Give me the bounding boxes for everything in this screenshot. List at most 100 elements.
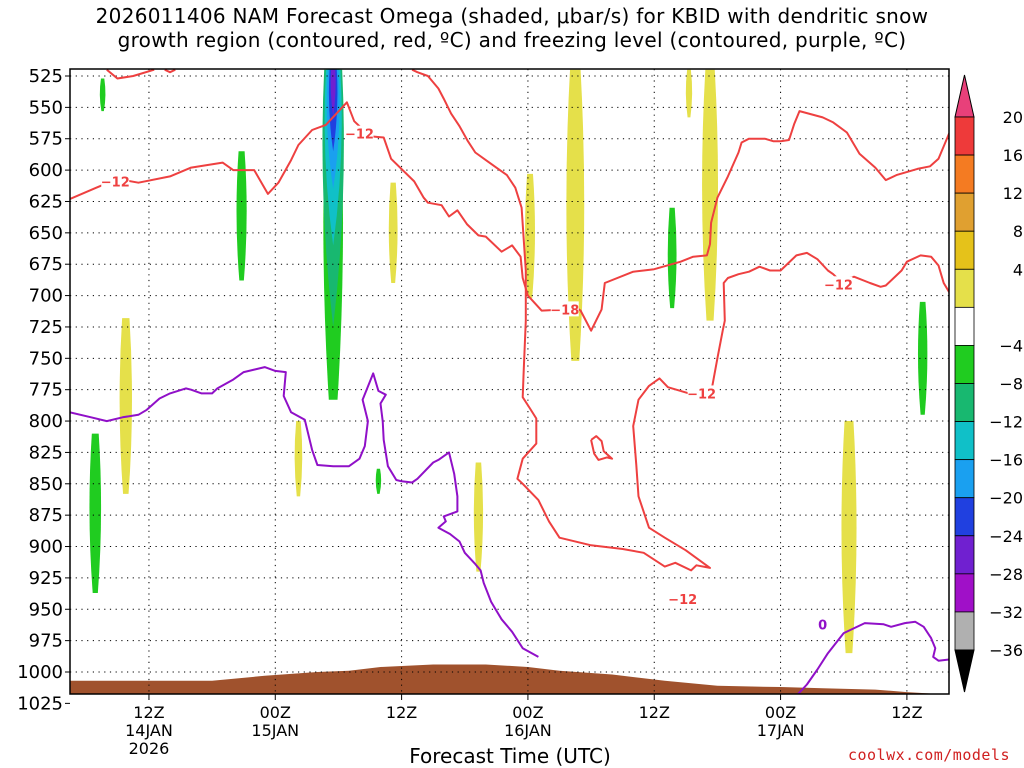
dendritic-contour-1 bbox=[411, 69, 711, 572]
x-tick-label-0-1: 14JAN bbox=[125, 721, 173, 740]
plot-frame bbox=[69, 68, 950, 695]
contour-label-bg-2 bbox=[550, 301, 579, 317]
y-tick-label-900: 900 bbox=[29, 537, 63, 558]
y-tick-label-975: 975 bbox=[29, 631, 63, 652]
chart-title: 2026011406 NAM Forecast Omega (shaded, μ… bbox=[0, 4, 1024, 52]
chart-title-line1: 2026011406 NAM Forecast Omega (shaded, μ… bbox=[95, 4, 929, 28]
colorbar-label-6: −8 bbox=[999, 375, 1023, 394]
colorbar-segment-2 bbox=[954, 192, 975, 232]
colorbar-label-5: −4 bbox=[999, 336, 1023, 355]
y-tick-label-800: 800 bbox=[29, 411, 63, 432]
omega-core-layer-4 bbox=[330, 69, 336, 117]
x-tick-label-1-0: 00Z bbox=[260, 703, 291, 722]
y-tick-label-525: 525 bbox=[29, 66, 63, 87]
y-tick-label-775: 775 bbox=[29, 380, 63, 401]
x-axis-label: Forecast Time (UTC) bbox=[409, 744, 611, 768]
ground-terrain bbox=[70, 664, 949, 694]
omega-region-0 bbox=[99, 78, 106, 112]
contour-label-3: −12 bbox=[687, 387, 716, 402]
colorbar-segment-3 bbox=[954, 230, 975, 270]
contour-label-bg-4 bbox=[668, 591, 697, 607]
x-tick-label-5-1: 17JAN bbox=[757, 721, 805, 740]
contour-label-2: −18 bbox=[550, 303, 579, 318]
y-tick-label-575: 575 bbox=[29, 129, 63, 150]
x-tick-label-0-0: 12Z bbox=[133, 703, 164, 722]
colorbar-segment-9 bbox=[954, 459, 975, 499]
colorbar-label-13: −36 bbox=[989, 641, 1023, 660]
y-tick-label-875: 875 bbox=[29, 505, 63, 526]
colorbar-segment-0 bbox=[954, 116, 975, 156]
y-tick-label-1025: 1025 bbox=[17, 693, 63, 714]
omega-region-7 bbox=[375, 468, 382, 494]
x-tick-label-0-2: 2026 bbox=[129, 739, 170, 758]
omega-region-4 bbox=[294, 421, 303, 497]
contour-label-0: −12 bbox=[101, 175, 130, 190]
x-tick-label-3-0: 00Z bbox=[512, 703, 543, 722]
colorbar-label-12: −32 bbox=[989, 603, 1023, 622]
dendritic-contour-3 bbox=[590, 435, 614, 461]
colorbar-top-arrow bbox=[954, 74, 975, 118]
y-tick-label-675: 675 bbox=[29, 254, 63, 275]
dendritic-contour-4 bbox=[106, 69, 155, 80]
omega-region-15 bbox=[917, 301, 928, 415]
omega-region-12 bbox=[685, 69, 693, 118]
colorbar-label-7: −12 bbox=[989, 413, 1023, 432]
omega-region-3 bbox=[236, 151, 247, 281]
contour-label-4: −12 bbox=[668, 593, 697, 608]
omega-region-13 bbox=[702, 69, 719, 321]
freezing-contour-1 bbox=[796, 620, 949, 694]
colorbar-label-10: −24 bbox=[989, 527, 1023, 546]
contour-label-layer: −12 −12 −18 −12 −12 −12 0 bbox=[101, 125, 853, 633]
dendritic-contour-5 bbox=[164, 69, 176, 74]
x-tick-label-5-0: 00Z bbox=[765, 703, 796, 722]
y-tick-label-725: 725 bbox=[29, 317, 63, 338]
omega-shading-layer bbox=[89, 69, 928, 654]
omega-region-6 bbox=[388, 182, 398, 284]
x-tick-label-4-0: 12Z bbox=[639, 703, 670, 722]
colorbar-label-8: −16 bbox=[989, 451, 1023, 470]
colorbar-segment-8 bbox=[954, 421, 975, 461]
colorbar-label-9: −20 bbox=[989, 489, 1023, 508]
x-tick-label-3-1: 16JAN bbox=[504, 721, 552, 740]
colorbar-segment-7 bbox=[954, 383, 975, 422]
dendritic-contour-2 bbox=[680, 251, 949, 396]
omega-region-2 bbox=[119, 318, 132, 494]
freezing-contour-0 bbox=[70, 366, 539, 658]
credit-link[interactable]: coolwx.com/models bbox=[847, 746, 1010, 764]
grid-layer bbox=[70, 69, 949, 694]
contour-label-1: −12 bbox=[345, 128, 374, 143]
y-axis: 525 550 575 600 625 650 675 700 725 750 775 800 825 8… bbox=[17, 66, 70, 714]
y-tick-label-950: 950 bbox=[29, 599, 63, 620]
colorbar-segment-6 bbox=[954, 345, 975, 384]
omega-region-1 bbox=[89, 433, 102, 593]
y-tick-label-850: 850 bbox=[29, 474, 63, 495]
x-tick-label-1-1: 15JAN bbox=[251, 721, 299, 740]
colorbar-segment-13 bbox=[954, 611, 975, 651]
contour-label-bg-6 bbox=[816, 616, 829, 632]
y-tick-label-750: 750 bbox=[29, 348, 63, 369]
contour-layer bbox=[70, 69, 949, 694]
omega-region-8 bbox=[473, 462, 484, 572]
colorbar-segment-4 bbox=[954, 268, 975, 308]
colorbar-label-4: 4 bbox=[1013, 260, 1023, 279]
x-tick-label-6-0: 12Z bbox=[891, 703, 922, 722]
colorbar: 20 16 12 8 4 −4 −8 −12 −16 −20 −24 −28 −32 −36 bbox=[954, 74, 1023, 693]
y-tick-label-625: 625 bbox=[29, 191, 63, 212]
contour-label-bg-5 bbox=[824, 276, 853, 292]
y-tick-label-550: 550 bbox=[29, 97, 63, 118]
colorbar-label-11: −28 bbox=[989, 565, 1023, 584]
omega-region-9 bbox=[525, 173, 536, 299]
omega-region-11 bbox=[667, 207, 677, 309]
y-tick-label-825: 825 bbox=[29, 442, 63, 463]
colorbar-segment-1 bbox=[954, 154, 975, 194]
colorbar-segment-12 bbox=[954, 573, 975, 613]
colorbar-segment-10 bbox=[954, 497, 975, 537]
colorbar-segment-11 bbox=[954, 535, 975, 575]
y-tick-label-700: 700 bbox=[29, 286, 63, 307]
y-tick-label-600: 600 bbox=[29, 160, 63, 181]
y-tick-label-650: 650 bbox=[29, 223, 63, 244]
colorbar-label-1: 16 bbox=[1003, 146, 1023, 165]
colorbar-bottom-arrow bbox=[954, 649, 975, 693]
